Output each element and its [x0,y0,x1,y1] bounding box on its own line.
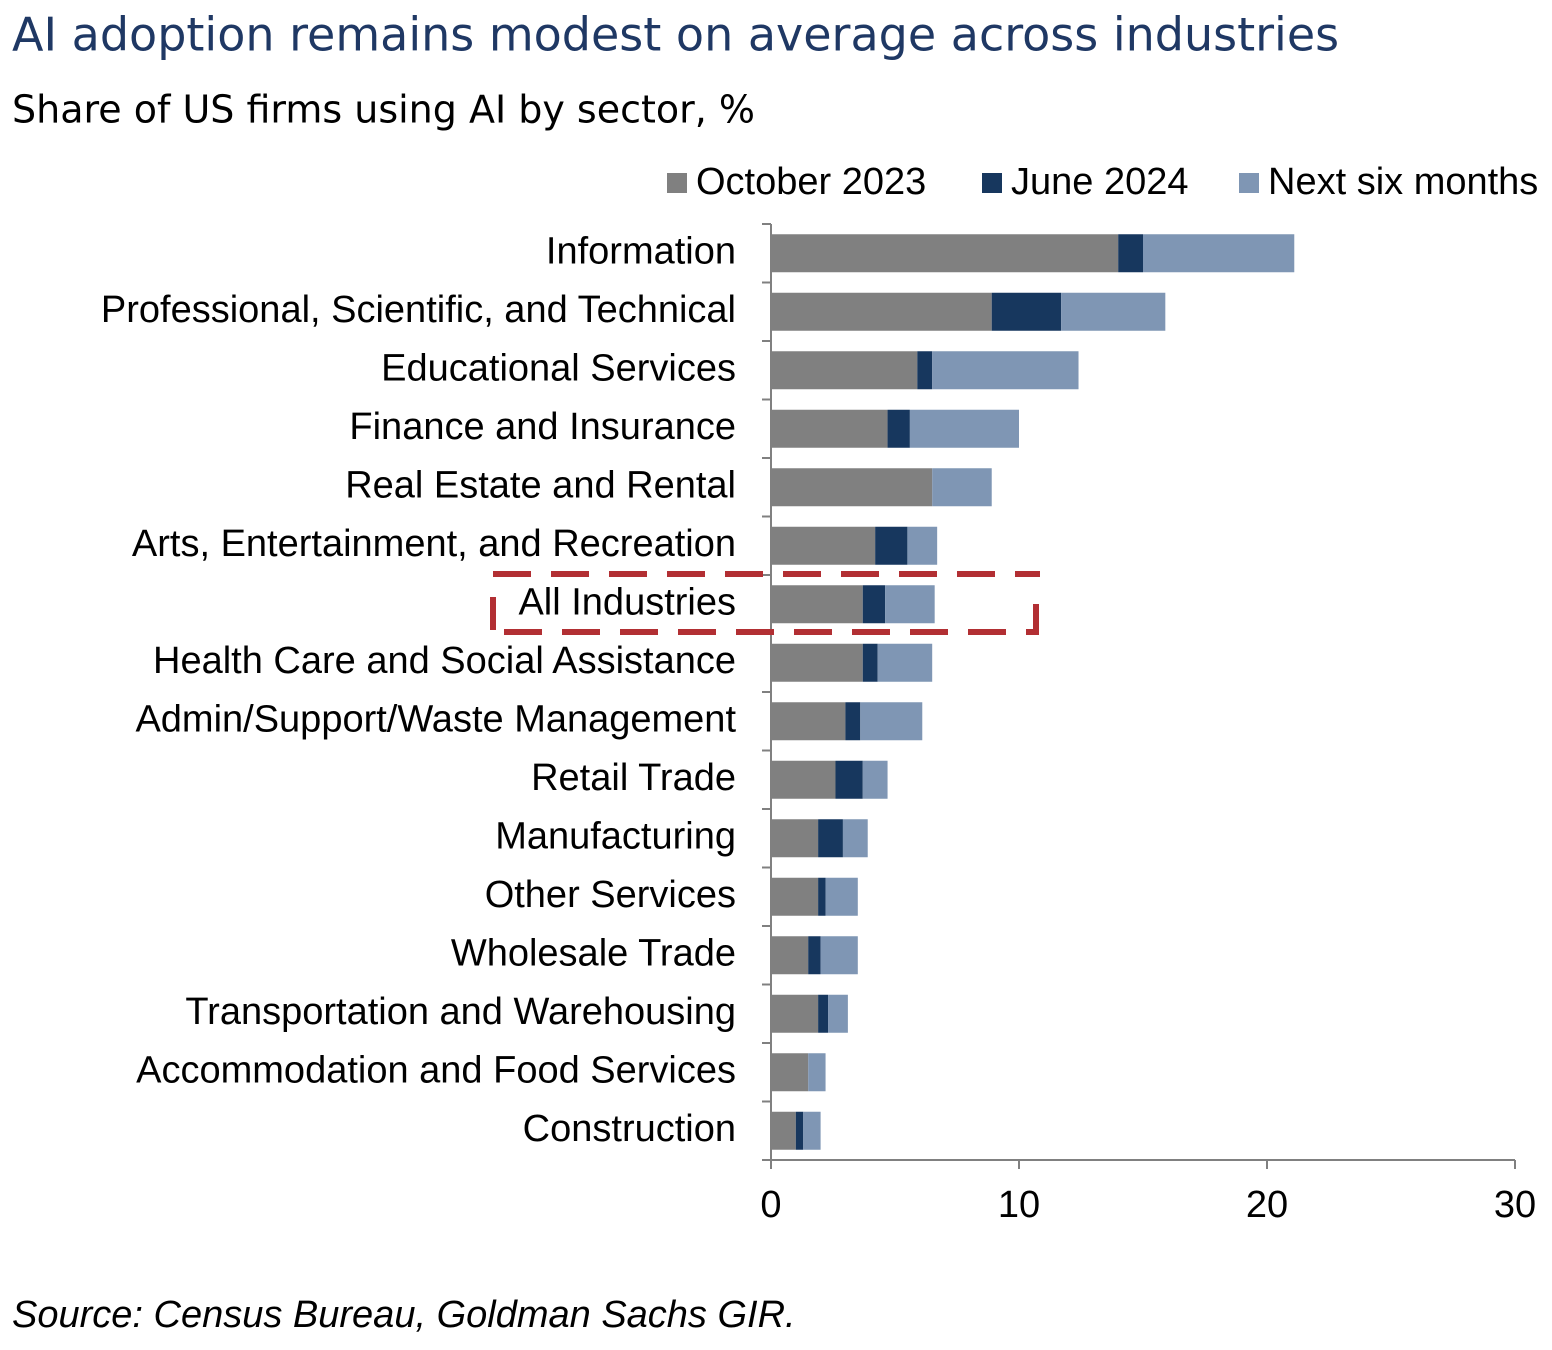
bar-segment [771,234,1119,273]
bar-segment [932,468,992,507]
bar-segment [818,994,829,1033]
legend-swatch [1239,173,1259,193]
bar-segment [820,936,858,975]
x-tick-label: 0 [760,1184,781,1226]
y-tick-label: Admin/Support/Waste Management [135,698,736,740]
y-tick-label: Manufacturing [495,815,736,857]
bar-segment [917,351,933,390]
chart-title: AI adoption remains modest on average ac… [12,8,1339,62]
bar-segment [885,585,935,624]
bar-segment [771,292,992,331]
x-tick-label: 20 [1246,1184,1288,1226]
bar-segment [808,1053,826,1092]
bar-segment [1118,234,1143,273]
y-tick-label: Real Estate and Rental [345,464,736,506]
bar-segment [1143,234,1295,273]
bar-segment [771,351,918,390]
y-tick-label: Wholesale Trade [451,932,736,974]
y-tick-label: Health Care and Social Assistance [153,640,736,682]
legend-swatch [982,173,1002,193]
bar-segment [771,585,863,624]
bar-segment [860,702,923,741]
bar-segment [803,1111,821,1150]
x-tick-label: 10 [998,1184,1040,1226]
y-tick-label: Information [546,230,736,272]
highlight-box [490,571,1040,635]
bar-segment [771,1053,809,1092]
bar-segment [845,702,861,741]
bar-segment [875,526,908,565]
y-tick-label: Professional, Scientific, and Technical [101,289,736,331]
chart-subtitle: Share of US firms using AI by sector, % [12,88,755,132]
bar-segment [835,760,863,799]
legend-label: June 2024 [1011,161,1189,203]
bar-segment [771,468,933,507]
bar-segment [907,526,938,565]
y-tick-label: Arts, Entertainment, and Recreation [132,523,736,565]
bar-segment [818,877,826,916]
bar-segment [771,819,819,858]
bar-segment [909,409,1019,448]
bar-segment [771,877,819,916]
bar-segment [862,643,878,682]
bar-segment [771,1111,796,1150]
bar-segment [795,1111,804,1150]
bar-segment [828,994,848,1033]
bar-segment [862,585,886,624]
legend-swatch [667,173,687,193]
y-tick-label: Educational Services [381,347,736,389]
bar-segment [887,409,910,448]
y-tick-label: Transportation and Warehousing [185,991,736,1033]
legend-label: Next six months [1268,161,1538,203]
bar-segment [771,760,836,799]
x-tick-label: 30 [1494,1184,1536,1226]
y-tick-label: All Industries [518,581,736,623]
y-tick-label: Other Services [485,874,736,916]
bar-segment [1061,292,1166,331]
legend-label: October 2023 [696,161,926,203]
bar-segment [771,643,863,682]
bar-segment [877,643,933,682]
y-tick-label: Construction [523,1108,736,1150]
bar-segment [825,877,858,916]
bar-segment [818,819,843,858]
bar-segment [771,702,846,741]
y-tick-label: Retail Trade [531,757,736,799]
bar-segment [771,526,876,565]
y-tick-label: Accommodation and Food Services [136,1049,736,1091]
bar-segment [842,819,868,858]
bar-segment [808,936,821,975]
bar-segment [991,292,1062,331]
source-note: Source: Census Bureau, Goldman Sachs GIR… [12,1294,796,1336]
bar-segment [771,994,819,1033]
y-tick-label: Finance and Insurance [349,406,736,448]
bar-segment [932,351,1079,390]
bar-segment [771,409,888,448]
bar-segment [771,936,809,975]
bar-segment [862,760,888,799]
